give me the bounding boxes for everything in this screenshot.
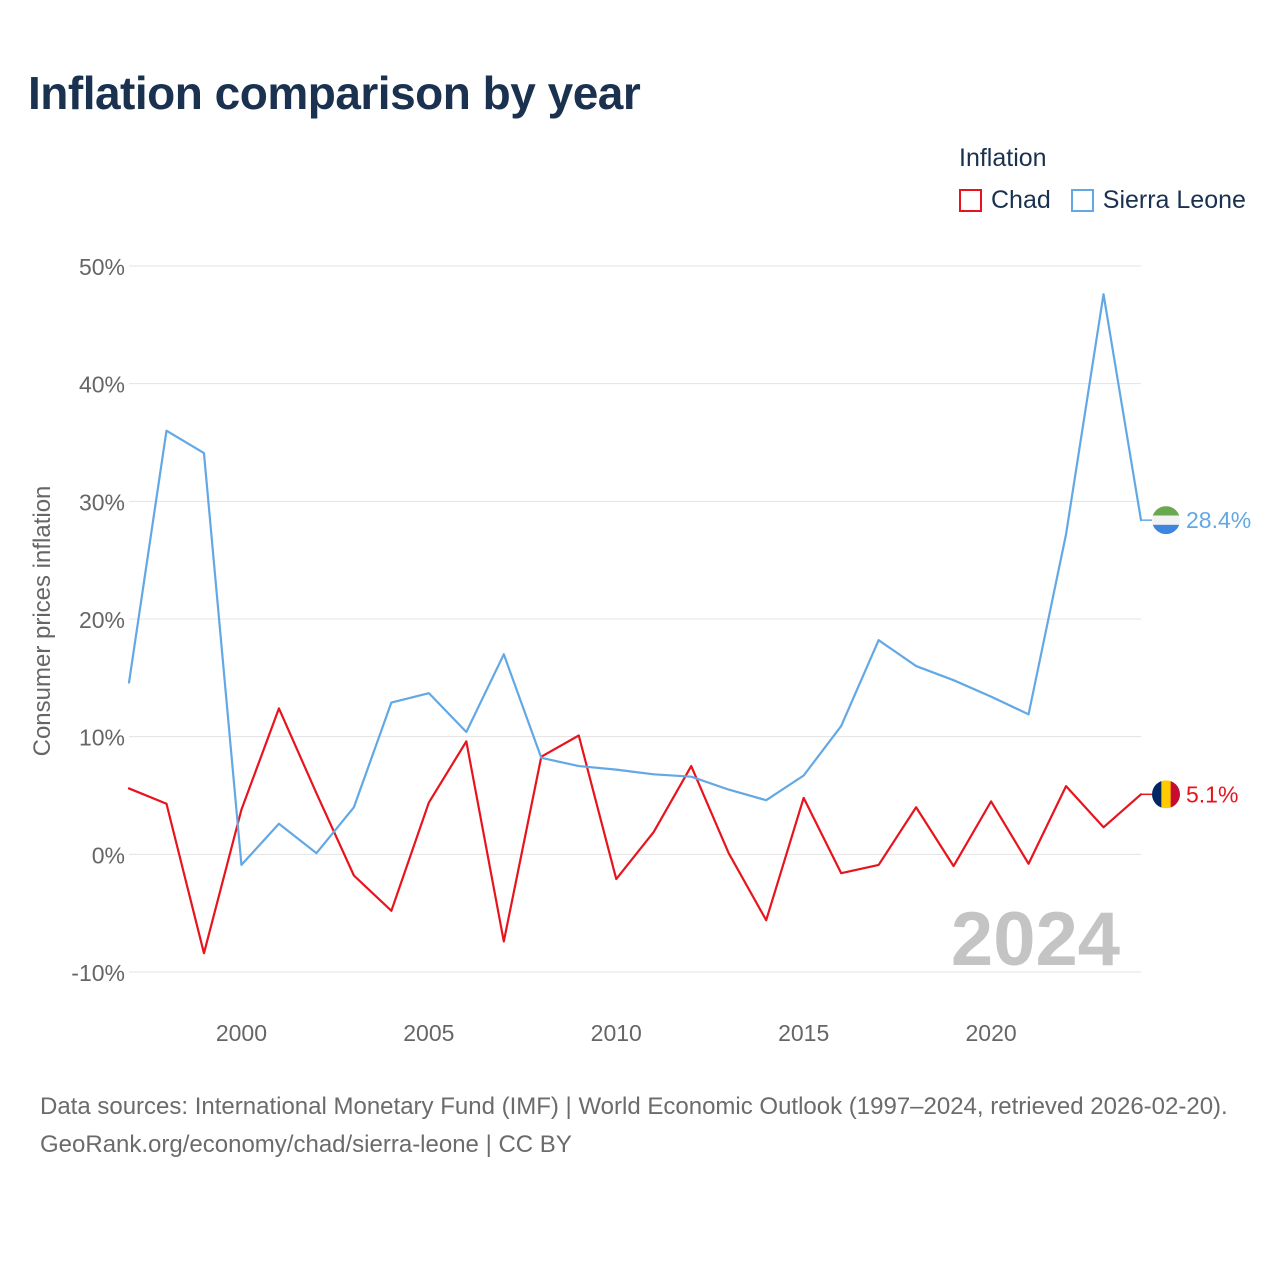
- y-tick-label: 0%: [92, 842, 125, 868]
- line-chart: -10% 0% 10% 20% 30% 40% 50% 2000 2005 2010 2015 202…: [29, 254, 1251, 1046]
- x-tick-label: 2015: [778, 1020, 829, 1046]
- y-tick-label: 40%: [79, 372, 125, 398]
- x-tick-label: 2020: [965, 1020, 1016, 1046]
- y-tick-label: 50%: [79, 254, 125, 280]
- series-line-sierra-leone: [127, 293, 1143, 867]
- legend-label-sierra-leone: Sierra Leone: [1102, 186, 1246, 214]
- data-sources-note: Data sources: International Monetary Fun…: [40, 1093, 1228, 1120]
- credit-link: GeoRank.org/economy/chad/sierra-leone | …: [40, 1131, 572, 1158]
- y-tick-label: 30%: [79, 489, 125, 515]
- legend-title: Inflation: [959, 144, 1047, 172]
- legend-label-chad: Chad: [991, 186, 1051, 214]
- end-value-label-chad: 5.1%: [1186, 781, 1238, 807]
- chart-title: Inflation comparison by year: [28, 67, 641, 119]
- legend-swatch-sierra-leone: [1070, 189, 1094, 212]
- y-tick-label: -10%: [71, 960, 125, 986]
- x-tick-label: 2010: [591, 1020, 642, 1046]
- year-watermark: 2024: [951, 897, 1120, 982]
- legend-swatch-chad: [959, 189, 982, 212]
- legend: Chad Sierra Leone: [959, 186, 1246, 215]
- x-tick-label: 2000: [216, 1020, 267, 1046]
- series-line-chad: [127, 707, 1143, 955]
- y-tick-label: 20%: [79, 607, 125, 633]
- y-tick-label: 10%: [79, 725, 125, 751]
- chad-flag-icon: [1152, 780, 1180, 809]
- footer: Data sources: International Monetary Fun…: [40, 1088, 1250, 1164]
- legend-item-sierra-leone[interactable]: Sierra Leone: [1070, 186, 1246, 215]
- y-axis-title: Consumer prices inflation: [29, 486, 56, 757]
- x-tick-label: 2005: [403, 1020, 454, 1046]
- end-value-label-sierra-leone: 28.4%: [1186, 507, 1251, 533]
- sierra-leone-flag-icon: [1152, 506, 1180, 535]
- legend-item-chad[interactable]: Chad: [959, 186, 1051, 215]
